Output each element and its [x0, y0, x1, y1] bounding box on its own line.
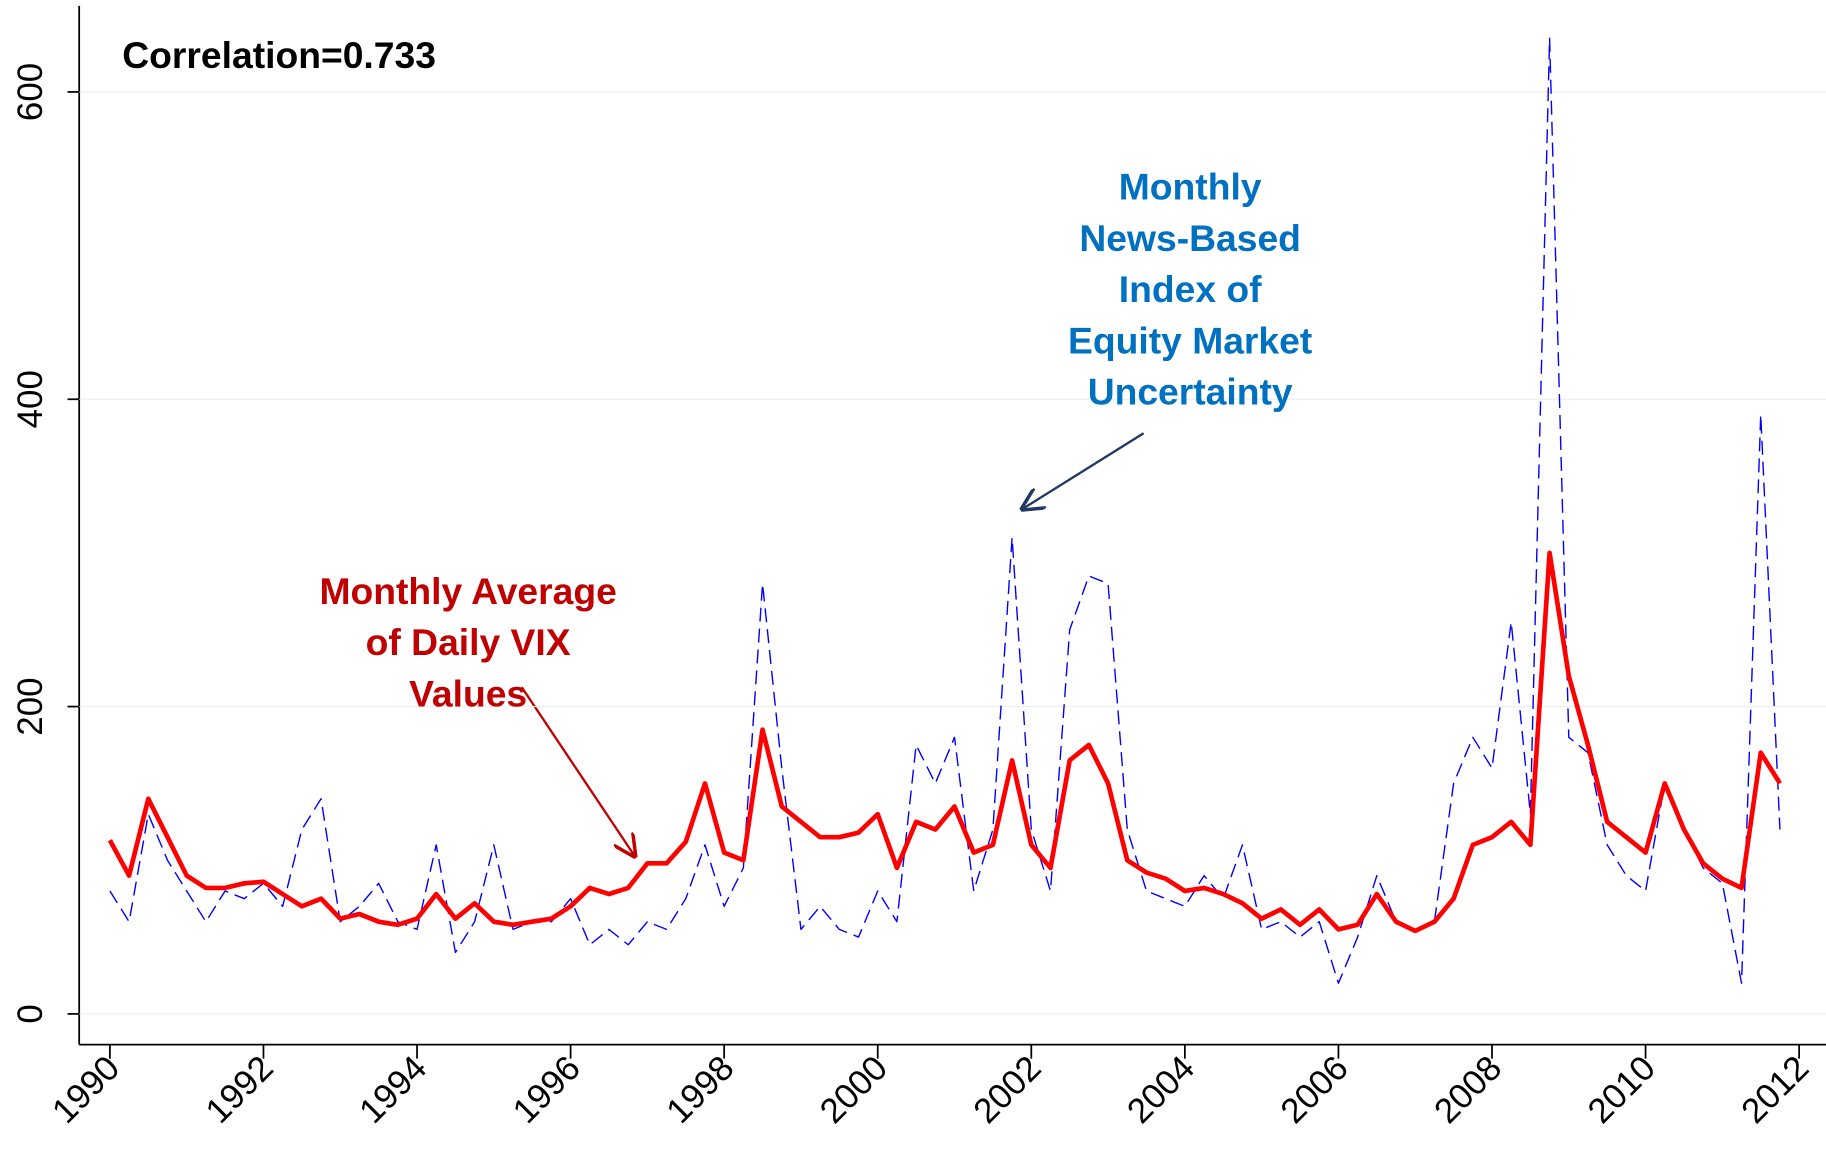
line [107, 550, 1782, 934]
y-tick-label: 600 [11, 63, 50, 121]
annotation: Correlation=0.733 [122, 34, 436, 76]
x-tick-label: 1998 [659, 1048, 742, 1131]
blue-arrow [1022, 432, 1145, 509]
x-tick-label: 2006 [1273, 1048, 1356, 1131]
annotation: of Daily VIX [366, 621, 571, 663]
x-tick-label: 2008 [1427, 1048, 1510, 1131]
dashed-line [109, 37, 1781, 984]
x-tick-label: 1992 [198, 1048, 281, 1131]
annotation: Equity Market [1068, 319, 1312, 361]
annotation: Index of [1119, 268, 1262, 310]
annotation: Monthly Average [319, 570, 616, 612]
x-tick-label: 2002 [966, 1048, 1049, 1131]
red-arrow [520, 686, 635, 856]
x-tick-label: 2012 [1734, 1048, 1817, 1131]
y-tick-label: 200 [11, 677, 50, 735]
x-tick-label: 2004 [1120, 1048, 1203, 1131]
annotation: Values [409, 672, 527, 714]
annotation: Uncertainty [1088, 371, 1293, 413]
x-tick-label: 2010 [1580, 1048, 1663, 1131]
x-tick-label: 1990 [45, 1048, 128, 1131]
annotation: News-Based [1079, 217, 1301, 259]
x-tick-label: 1994 [352, 1048, 435, 1131]
annotation: Monthly [1119, 166, 1262, 208]
x-tick-label: 2000 [813, 1048, 896, 1131]
x-tick-label: 1996 [505, 1048, 588, 1131]
y-tick-label: 0 [11, 1004, 50, 1023]
y-tick-label: 400 [11, 370, 50, 428]
